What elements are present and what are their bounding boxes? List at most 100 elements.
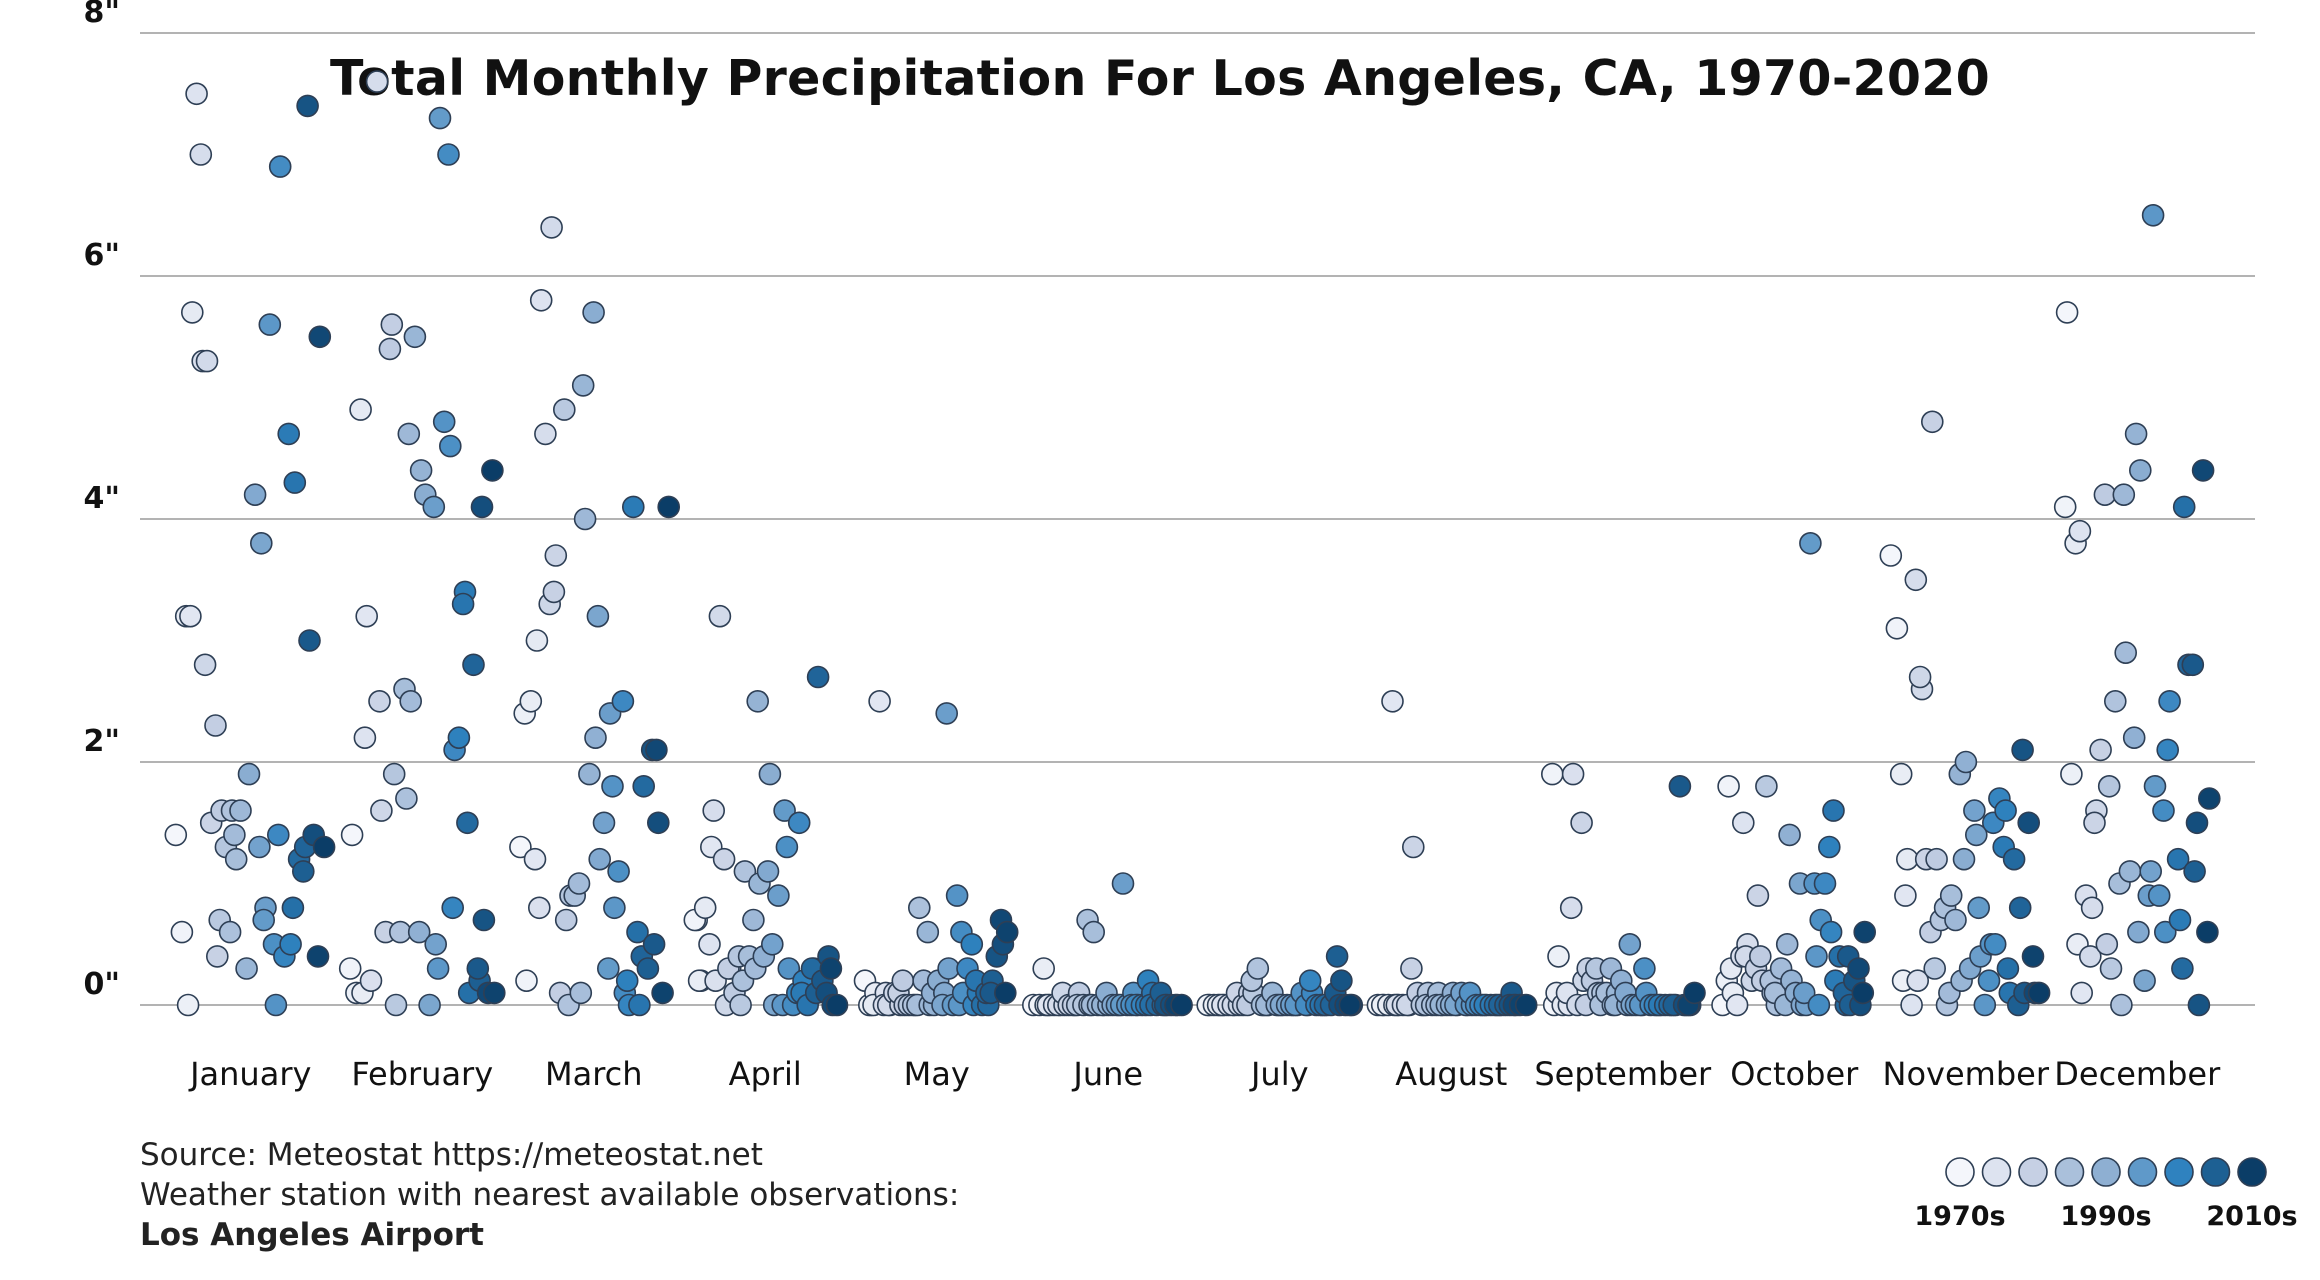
data-point bbox=[229, 799, 252, 822]
data-point bbox=[224, 847, 248, 871]
data-point bbox=[164, 823, 188, 847]
data-point bbox=[428, 106, 452, 130]
x-tick-label: August bbox=[1395, 1055, 1507, 1093]
data-point bbox=[2089, 738, 2112, 762]
data-point bbox=[2080, 896, 2104, 920]
data-point bbox=[945, 884, 969, 907]
data-point bbox=[432, 410, 456, 434]
x-tick-label: April bbox=[729, 1055, 802, 1093]
data-point bbox=[1561, 762, 1585, 786]
data-point bbox=[1755, 774, 1778, 798]
data-point bbox=[868, 689, 891, 713]
data-point bbox=[407, 920, 431, 944]
data-point bbox=[1977, 969, 2001, 993]
data-point bbox=[1904, 568, 1928, 592]
legend-swatch bbox=[2018, 1157, 2048, 1187]
data-point bbox=[1732, 811, 1755, 835]
y-tick-label: 0" bbox=[83, 967, 120, 1002]
data-point bbox=[1725, 993, 1749, 1017]
y-tick-label: 2" bbox=[83, 724, 120, 759]
source-line: Source: Meteostat https://meteostat.net bbox=[140, 1137, 763, 1173]
data-point bbox=[1381, 689, 1404, 713]
data-point bbox=[2118, 860, 2142, 883]
data-point bbox=[2183, 860, 2206, 883]
data-point bbox=[441, 896, 465, 920]
data-point bbox=[1973, 993, 1997, 1017]
data-point bbox=[482, 981, 506, 1005]
data-point bbox=[2114, 641, 2137, 665]
data-point bbox=[179, 604, 202, 628]
data-point bbox=[1778, 823, 1801, 847]
data-point bbox=[773, 799, 796, 822]
data-point bbox=[787, 811, 811, 835]
y-axis-ticks: 0"2"4"6"8"10"12" bbox=[83, 0, 120, 1002]
data-point bbox=[264, 993, 288, 1017]
data-point bbox=[340, 823, 364, 847]
data-point bbox=[1996, 957, 2020, 980]
data-point bbox=[733, 860, 757, 883]
data-point bbox=[2187, 993, 2211, 1017]
data-point bbox=[2083, 811, 2106, 835]
data-point bbox=[243, 483, 267, 507]
data-point bbox=[698, 932, 721, 956]
data-point bbox=[2143, 774, 2167, 798]
legend-swatch bbox=[2054, 1157, 2085, 1187]
data-point bbox=[2172, 495, 2196, 519]
data-point bbox=[204, 714, 227, 737]
data-point bbox=[277, 422, 301, 446]
data-point bbox=[355, 604, 379, 628]
data-point bbox=[283, 471, 307, 494]
data-point bbox=[636, 957, 660, 980]
decade-legend: 1970s 1990s 2010s bbox=[1914, 1157, 2298, 1232]
x-tick-label: October bbox=[1730, 1055, 1859, 1093]
data-point bbox=[481, 459, 504, 482]
data-point bbox=[2124, 422, 2148, 446]
data-point bbox=[611, 689, 635, 713]
data-point bbox=[1885, 616, 1909, 640]
data-point bbox=[993, 981, 1017, 1005]
data-point bbox=[308, 325, 332, 349]
data-point bbox=[712, 847, 736, 871]
data-point bbox=[472, 908, 496, 932]
data-point bbox=[1633, 957, 1656, 980]
data-point bbox=[578, 762, 601, 786]
data-point bbox=[296, 94, 319, 118]
data-point bbox=[395, 787, 418, 810]
legend-swatch bbox=[2091, 1157, 2121, 1187]
data-point bbox=[1923, 957, 1946, 980]
data-point bbox=[1298, 969, 1322, 993]
data-point bbox=[2095, 932, 2119, 956]
data-point bbox=[544, 544, 568, 567]
data-point bbox=[1952, 847, 1976, 871]
data-point bbox=[306, 945, 330, 968]
chart-title: Total Monthly Precipitation For Los Ange… bbox=[329, 50, 1991, 107]
data-point bbox=[1889, 762, 1913, 786]
data-point bbox=[540, 216, 563, 239]
data-point bbox=[359, 969, 383, 993]
data-point bbox=[515, 969, 538, 993]
data-point bbox=[2070, 981, 2093, 1005]
data-point bbox=[349, 398, 372, 421]
data-point bbox=[424, 932, 448, 956]
data-point bbox=[742, 908, 765, 932]
data-point bbox=[1847, 957, 1870, 980]
x-tick-label: February bbox=[351, 1055, 493, 1093]
data-point bbox=[1906, 969, 1929, 993]
source-note: Source: Meteostat https://meteostat.net … bbox=[140, 1135, 959, 1255]
data-point bbox=[1853, 920, 1876, 944]
data-point bbox=[298, 629, 321, 652]
data-point bbox=[462, 653, 485, 677]
data-point bbox=[2196, 920, 2219, 944]
data-point bbox=[1939, 884, 1963, 907]
x-tick-label: January bbox=[188, 1055, 311, 1093]
data-point bbox=[2191, 459, 2215, 482]
data-point bbox=[397, 422, 421, 446]
data-point bbox=[2112, 483, 2136, 507]
data-point bbox=[891, 969, 915, 993]
data-point bbox=[1963, 799, 1986, 822]
x-tick-label: July bbox=[1249, 1055, 1309, 1093]
data-point bbox=[1799, 531, 1822, 555]
data-point bbox=[758, 762, 782, 786]
data-point bbox=[806, 665, 830, 689]
data-point bbox=[2093, 483, 2117, 507]
